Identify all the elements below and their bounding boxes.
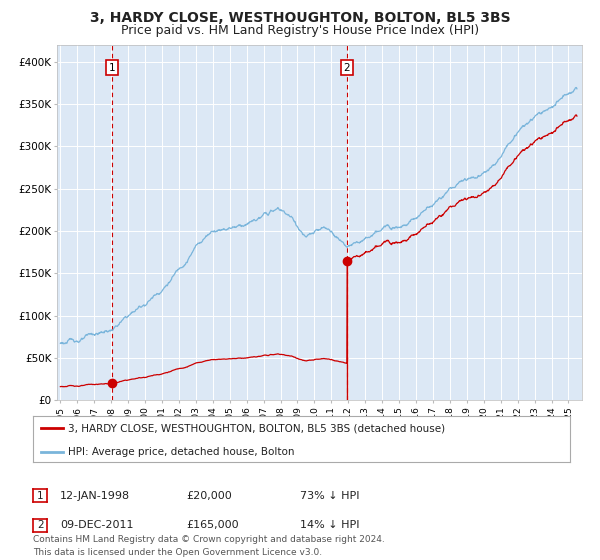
Text: £165,000: £165,000 [186,520,239,530]
Text: 73% ↓ HPI: 73% ↓ HPI [300,491,359,501]
Text: 12-JAN-1998: 12-JAN-1998 [60,491,130,501]
Text: 3, HARDY CLOSE, WESTHOUGHTON, BOLTON, BL5 3BS (detached house): 3, HARDY CLOSE, WESTHOUGHTON, BOLTON, BL… [68,423,445,433]
Text: Contains HM Land Registry data © Crown copyright and database right 2024.
This d: Contains HM Land Registry data © Crown c… [33,535,385,557]
Text: 09-DEC-2011: 09-DEC-2011 [60,520,133,530]
Text: 2: 2 [37,520,44,530]
Text: 1: 1 [109,63,115,73]
Text: 1: 1 [37,491,44,501]
Text: HPI: Average price, detached house, Bolton: HPI: Average price, detached house, Bolt… [68,447,295,457]
Text: £20,000: £20,000 [186,491,232,501]
Text: Price paid vs. HM Land Registry's House Price Index (HPI): Price paid vs. HM Land Registry's House … [121,24,479,36]
Text: 3, HARDY CLOSE, WESTHOUGHTON, BOLTON, BL5 3BS: 3, HARDY CLOSE, WESTHOUGHTON, BOLTON, BL… [89,11,511,25]
Text: 2: 2 [344,63,350,73]
Text: 14% ↓ HPI: 14% ↓ HPI [300,520,359,530]
